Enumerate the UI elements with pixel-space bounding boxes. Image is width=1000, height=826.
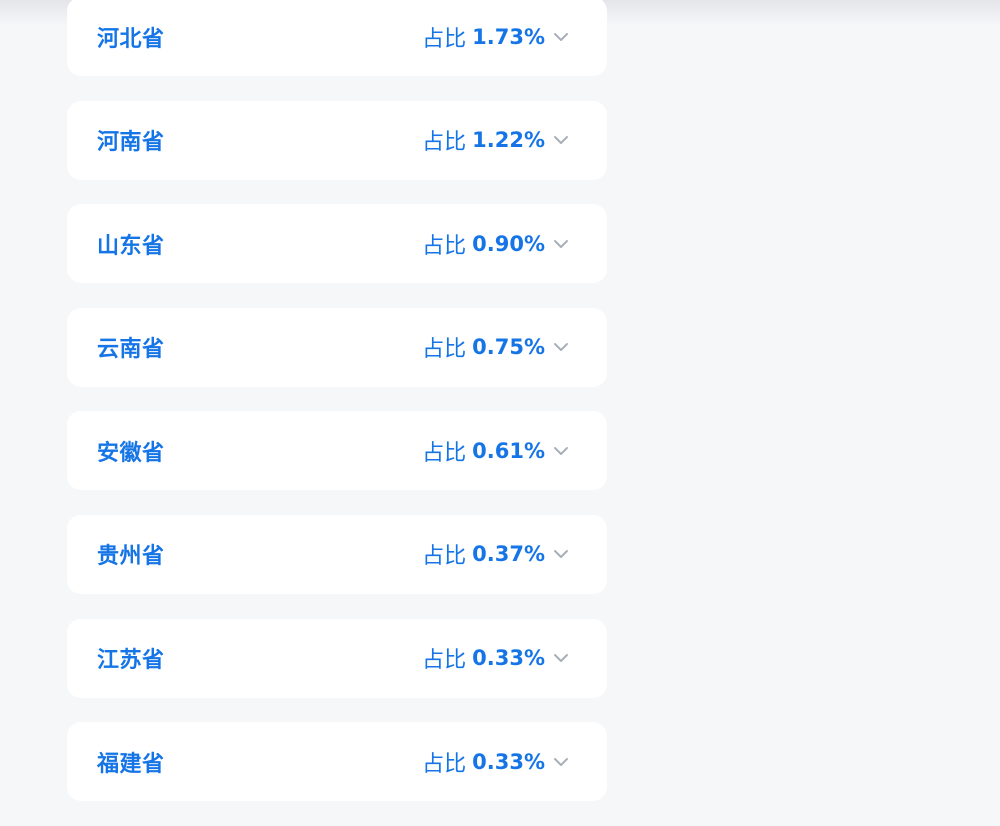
province-share: 占比 0.90% xyxy=(422,228,571,260)
province-name: 山东省 xyxy=(97,228,165,260)
share-label: 占比 xyxy=(422,21,466,53)
province-share: 占比 0.33% xyxy=(422,746,571,778)
province-share: 占比 1.22% xyxy=(422,124,571,156)
share-value: 0.75% xyxy=(472,335,545,359)
province-name: 江苏省 xyxy=(97,642,165,674)
share-label: 占比 xyxy=(422,124,466,156)
province-share: 占比 0.33% xyxy=(422,642,571,674)
chevron-down-icon[interactable] xyxy=(551,27,571,47)
province-row-anhui[interactable]: 安徽省 占比 0.61% xyxy=(67,411,607,490)
province-name: 河南省 xyxy=(97,124,165,156)
province-name: 贵州省 xyxy=(97,538,165,570)
share-label: 占比 xyxy=(422,228,466,260)
province-row-henan[interactable]: 河南省 占比 1.22% xyxy=(67,101,607,180)
share-label: 占比 xyxy=(422,331,466,363)
share-value: 0.61% xyxy=(472,439,545,463)
share-label: 占比 xyxy=(422,435,466,467)
share-value: 0.90% xyxy=(472,232,545,256)
chevron-down-icon[interactable] xyxy=(551,234,571,254)
province-row-shandong[interactable]: 山东省 占比 0.90% xyxy=(67,204,607,283)
province-name: 安徽省 xyxy=(97,435,165,467)
chevron-down-icon[interactable] xyxy=(551,130,571,150)
province-row-fujian[interactable]: 福建省 占比 0.33% xyxy=(67,722,607,801)
province-share: 占比 1.73% xyxy=(422,21,571,53)
province-share-list: 河北省 占比 1.73% 河南省 占比 1.22% 山东省 占比 0.90% xyxy=(67,0,607,826)
chevron-down-icon[interactable] xyxy=(551,337,571,357)
share-label: 占比 xyxy=(422,642,466,674)
province-share: 占比 0.75% xyxy=(422,331,571,363)
chevron-down-icon[interactable] xyxy=(551,441,571,461)
share-value: 0.33% xyxy=(472,646,545,670)
province-share: 占比 0.37% xyxy=(422,538,571,570)
province-row-hebei[interactable]: 河北省 占比 1.73% xyxy=(67,0,607,76)
chevron-down-icon[interactable] xyxy=(551,752,571,772)
province-row-jiangsu[interactable]: 江苏省 占比 0.33% xyxy=(67,619,607,698)
province-row-yunnan[interactable]: 云南省 占比 0.75% xyxy=(67,308,607,387)
share-value: 1.73% xyxy=(472,25,545,49)
province-row-guizhou[interactable]: 贵州省 占比 0.37% xyxy=(67,515,607,594)
share-label: 占比 xyxy=(422,538,466,570)
chevron-down-icon[interactable] xyxy=(551,544,571,564)
province-name: 云南省 xyxy=(97,331,165,363)
province-share: 占比 0.61% xyxy=(422,435,571,467)
share-value: 0.33% xyxy=(472,750,545,774)
province-name: 河北省 xyxy=(97,21,165,53)
share-label: 占比 xyxy=(422,746,466,778)
province-name: 福建省 xyxy=(97,746,165,778)
chevron-down-icon[interactable] xyxy=(551,648,571,668)
share-value: 1.22% xyxy=(472,128,545,152)
share-value: 0.37% xyxy=(472,542,545,566)
